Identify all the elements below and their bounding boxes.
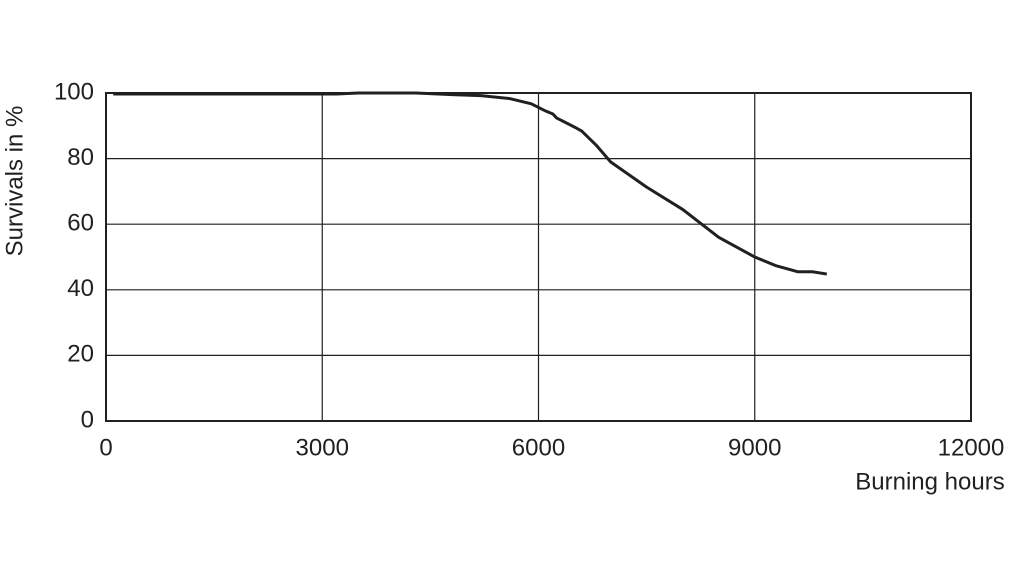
x-tick-label: 6000 bbox=[512, 434, 565, 461]
y-tick-label: 20 bbox=[67, 341, 94, 368]
y-tick-label: 100 bbox=[54, 78, 94, 105]
x-tick-label: 9000 bbox=[728, 434, 781, 461]
y-tick-label: 60 bbox=[67, 210, 94, 237]
y-tick-label: 0 bbox=[81, 406, 94, 433]
y-tick-label: 40 bbox=[67, 275, 94, 302]
x-axis-label: Burning hours bbox=[855, 468, 1004, 495]
x-tick-label: 0 bbox=[99, 434, 112, 461]
plot-frame bbox=[105, 92, 972, 422]
x-tick-label: 12000 bbox=[938, 434, 1005, 461]
x-tick-label: 3000 bbox=[296, 434, 349, 461]
data-line bbox=[113, 91, 828, 276]
y-tick-label: 80 bbox=[67, 144, 94, 171]
y-axis-label: Survivals in % bbox=[1, 106, 28, 257]
